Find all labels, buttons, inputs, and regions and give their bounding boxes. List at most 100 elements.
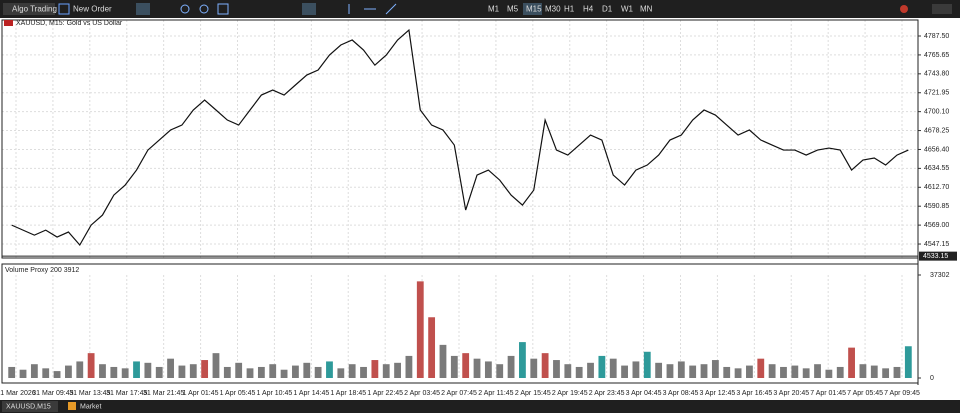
volume-bar (859, 364, 867, 378)
volume-bar (587, 362, 594, 378)
volume-bar (133, 361, 140, 378)
chart-window (0, 18, 960, 400)
x-tick-label: 7 Apr 05:45 (847, 390, 883, 397)
x-tick-label: 3 Apr 12:45 (700, 390, 736, 397)
new-order-label[interactable]: New Order (73, 5, 112, 14)
volume-bar (768, 364, 776, 378)
timeframe-button[interactable]: M1 (488, 5, 500, 14)
y-tick-label: 4569.00 (924, 222, 949, 229)
volume-bar (870, 365, 878, 378)
trendline-tool[interactable] (385, 3, 397, 15)
timeframe-button[interactable]: H1 (564, 5, 575, 14)
x-tick-label: 31 Mar 21:45 (143, 390, 184, 397)
zoom-in[interactable] (180, 4, 190, 14)
timeframe-button[interactable]: W1 (621, 5, 634, 14)
indicator-title: Volume Proxy 200 3912 (5, 267, 79, 274)
volume-bar (802, 368, 810, 378)
timeframe-button[interactable]: M15 (526, 5, 542, 14)
volume-bar (439, 344, 447, 378)
chart-tab[interactable] (2, 401, 58, 412)
volume-bar (371, 360, 379, 378)
x-tick-label: 7 Apr 01:45 (810, 390, 846, 397)
volume-bar (337, 368, 345, 378)
volume-bar (121, 368, 129, 378)
volume-bar (257, 366, 265, 378)
notifications[interactable] (900, 5, 908, 13)
timeframe-button[interactable]: M5 (507, 5, 519, 14)
volume-bar (632, 361, 640, 378)
volume-bar (212, 353, 220, 378)
volume-bar (382, 364, 390, 378)
volume-bar (814, 364, 821, 378)
x-tick-label: 31 Mar 09:45 (32, 390, 73, 397)
volume-bar (700, 364, 708, 378)
volume-bar (791, 365, 799, 378)
x-tick-label: 1 Apr 05:45 (220, 390, 256, 397)
volume-bar (87, 353, 95, 378)
volume-bar (280, 369, 288, 378)
volume-bar (201, 360, 209, 378)
new-order-icon (58, 3, 70, 15)
y-tick-label: 4765.65 (924, 52, 949, 59)
volume-bar (666, 364, 674, 378)
candle-mode-button[interactable] (136, 3, 150, 15)
volume-bar (416, 281, 424, 378)
volume-bar (689, 365, 697, 378)
y-tick-label: 0 (930, 375, 934, 382)
volume-bar (609, 358, 617, 378)
active-timeframe (523, 3, 542, 15)
volume-bar (757, 358, 765, 378)
market-icon (68, 402, 76, 410)
zoom-out[interactable] (199, 4, 209, 14)
current-price-box (919, 251, 957, 261)
volume-bar (65, 365, 72, 378)
account-button[interactable] (932, 4, 952, 14)
volume-bar (314, 366, 322, 378)
volume-bar (42, 368, 50, 378)
timeframe-button[interactable]: H4 (583, 5, 594, 14)
grid-button[interactable] (217, 3, 229, 15)
algo-trading-button[interactable] (3, 3, 55, 15)
y-tick-label: 4787.50 (924, 33, 949, 40)
volume-bar (473, 358, 481, 378)
volume-bar (711, 360, 719, 378)
market-tab-label[interactable]: Market (80, 403, 101, 410)
volume-bar (677, 361, 685, 378)
volume-bar (178, 365, 186, 378)
volume-bar (269, 364, 277, 378)
x-tick-label: 1 Apr 22:45 (367, 390, 403, 397)
y-tick-label: 4743.80 (924, 71, 949, 78)
volume-bar (76, 361, 84, 378)
volume-bar (723, 366, 731, 378)
volume-bar (848, 347, 855, 378)
volume-bar (882, 368, 890, 378)
cursor-button[interactable] (302, 3, 316, 15)
volume-bar (519, 342, 526, 378)
x-tick-label: 2 Apr 23:45 (589, 390, 625, 397)
current-price-label: 4533.15 (923, 253, 948, 260)
timeframe-button[interactable]: D1 (602, 5, 613, 14)
volume-bar (235, 362, 243, 378)
x-tick-label: 3 Apr 08:45 (663, 390, 699, 397)
volume-bar (621, 365, 628, 378)
timeframe-button[interactable]: M30 (545, 5, 561, 14)
x-tick-label: 31 Mar 13:45 (69, 390, 110, 397)
volume-bar (893, 366, 901, 378)
volume-bar (575, 366, 583, 378)
volume-bar (541, 353, 549, 378)
volume-bar (553, 360, 560, 378)
volume-bar (99, 364, 106, 378)
x-tick-label: 2 Apr 07:45 (441, 390, 477, 397)
volume-bar (836, 366, 844, 378)
volume-bar (598, 355, 606, 378)
algo-trading-label: Algo Trading (12, 5, 57, 14)
y-tick-label: 4612.70 (924, 184, 949, 191)
volume-bar (746, 365, 753, 378)
volume-bar (110, 366, 118, 378)
volume-bar (530, 358, 538, 378)
timeframe-button[interactable]: MN (640, 5, 653, 14)
volume-bar (428, 317, 436, 378)
x-tick-label: 3 Apr 20:45 (773, 390, 809, 397)
